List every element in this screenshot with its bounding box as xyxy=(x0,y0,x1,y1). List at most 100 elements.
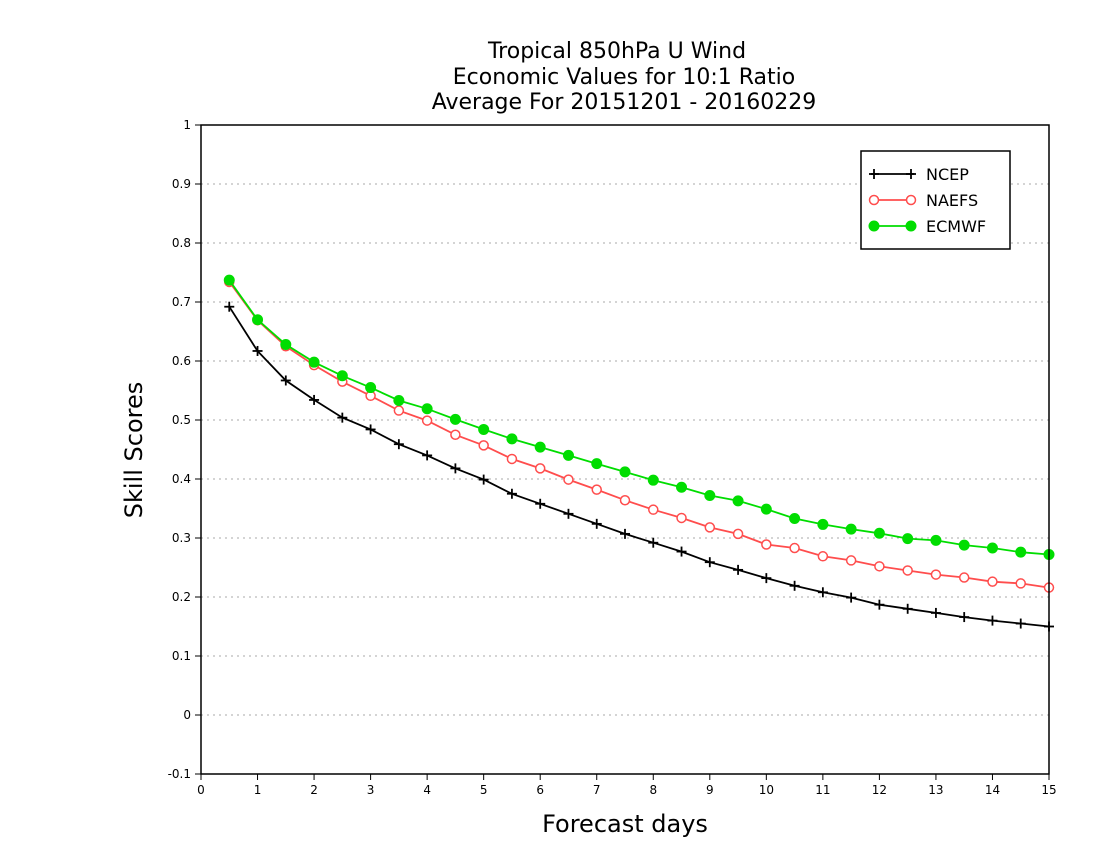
data-point-ecmwf xyxy=(704,490,716,502)
data-point-naefs xyxy=(817,551,829,562)
data-point-ecmwf xyxy=(308,356,320,368)
legend-item-ncep: NCEP xyxy=(869,165,969,184)
legend-marker-naefs xyxy=(905,194,917,206)
data-point-naefs xyxy=(393,405,405,416)
data-point-naefs xyxy=(930,569,942,580)
data-point-ncep xyxy=(648,537,659,548)
data-point-ncep xyxy=(902,603,913,614)
x-tick-label: 9 xyxy=(706,783,714,797)
data-point-ncep xyxy=(620,528,630,539)
series-ecmwf xyxy=(223,274,1055,561)
series-line-ecmwf xyxy=(228,279,1050,556)
data-point-naefs xyxy=(421,415,433,426)
legend: NCEP NAEFS ECMWF xyxy=(860,150,1011,250)
data-point-ecmwf xyxy=(365,382,377,394)
x-tick-label: 8 xyxy=(649,783,657,797)
data-point-ncep xyxy=(450,463,461,474)
title-line-1: Tropical 850hPa U Wind xyxy=(487,39,746,64)
data-point-naefs xyxy=(845,555,857,566)
legend-marker-naefs xyxy=(868,194,880,206)
data-point-naefs xyxy=(648,504,659,515)
data-point-ecmwf xyxy=(449,413,461,425)
data-point-naefs xyxy=(591,484,602,495)
legend-label-ecmwf: ECMWF xyxy=(926,217,986,236)
data-point-ecmwf xyxy=(393,395,405,407)
data-point-naefs xyxy=(1015,578,1026,589)
data-point-ecmwf xyxy=(1015,546,1027,558)
data-point-ecmwf xyxy=(958,539,970,551)
y-tick-label: 0.5 xyxy=(172,413,191,427)
y-tick-label: 0.6 xyxy=(172,354,191,368)
data-point-ncep xyxy=(846,592,857,603)
y-axis-ticks: -0.1 0 0.1 0.2 0.3 0.4 0.5 0.6 0.7 0.8 0.9 1 xyxy=(168,118,201,781)
data-point-naefs xyxy=(902,565,913,576)
x-axis-ticks: 0 1 2 3 4 5 6 7 8 9 10 11 12 13 14 15 xyxy=(197,774,1057,797)
legend-label-naefs: NAEFS xyxy=(926,191,978,210)
x-tick-label: 4 xyxy=(423,783,431,797)
data-point-ncep xyxy=(817,587,828,598)
title-line-3: Average For 20151201 - 20160229 xyxy=(432,90,817,115)
x-tick-label: 13 xyxy=(928,783,943,797)
y-tick-label: 0.1 xyxy=(172,649,191,663)
data-point-ecmwf xyxy=(902,533,914,545)
data-point-naefs xyxy=(676,512,687,524)
x-tick-label: 10 xyxy=(759,783,774,797)
data-point-naefs xyxy=(506,453,518,465)
data-point-ncep xyxy=(337,412,348,423)
legend-item-naefs: NAEFS xyxy=(868,191,978,210)
data-point-ncep xyxy=(761,573,772,584)
legend-label-ncep: NCEP xyxy=(926,165,969,184)
y-tick-label: -0.1 xyxy=(168,767,191,781)
data-point-ncep xyxy=(252,345,263,356)
data-point-ncep xyxy=(224,301,235,312)
data-point-ecmwf xyxy=(591,458,603,470)
data-point-ecmwf xyxy=(789,513,801,525)
data-point-ecmwf xyxy=(619,466,631,478)
data-point-ncep xyxy=(987,615,998,626)
data-point-naefs xyxy=(987,576,998,587)
data-point-ecmwf xyxy=(647,474,659,486)
legend-item-ecmwf: ECMWF xyxy=(868,217,986,236)
legend-marker-ncep xyxy=(906,169,916,179)
y-tick-label: 0.7 xyxy=(172,295,191,309)
data-point-ncep xyxy=(959,612,970,623)
data-point-naefs xyxy=(958,572,970,583)
data-point-ncep xyxy=(422,450,433,461)
series-group xyxy=(223,274,1055,632)
data-point-ecmwf xyxy=(845,523,857,535)
y-tick-label: 0.8 xyxy=(172,236,191,250)
y-tick-label: 0.3 xyxy=(172,531,191,545)
data-point-naefs xyxy=(619,494,631,506)
data-point-ncep xyxy=(280,375,291,386)
chart-title: Tropical 850hPa U Wind Economic Values f… xyxy=(432,39,817,115)
data-point-ecmwf xyxy=(223,274,235,286)
data-point-naefs xyxy=(563,474,574,485)
y-tick-label: 0.9 xyxy=(172,177,191,191)
x-tick-label: 3 xyxy=(367,783,375,797)
data-point-ecmwf xyxy=(534,441,546,453)
data-point-ecmwf xyxy=(506,433,518,445)
plot-frame xyxy=(200,124,1050,775)
data-point-ncep xyxy=(591,518,602,529)
grid-lines xyxy=(201,183,1049,716)
legend-marker-ecmwf xyxy=(905,220,917,232)
data-point-ecmwf xyxy=(252,314,264,326)
x-tick-label: 1 xyxy=(254,783,262,797)
data-point-ncep xyxy=(676,546,687,557)
x-tick-label: 14 xyxy=(985,783,1000,797)
data-point-naefs xyxy=(789,542,800,554)
data-point-naefs xyxy=(450,429,461,440)
x-tick-label: 5 xyxy=(480,783,488,797)
data-point-ncep xyxy=(874,599,885,610)
data-point-ecmwf xyxy=(732,495,744,507)
series-ncep xyxy=(224,301,1054,632)
data-point-naefs xyxy=(534,463,546,474)
data-point-ncep xyxy=(930,607,941,618)
y-tick-label: 0 xyxy=(183,708,191,722)
x-tick-label: 12 xyxy=(872,783,887,797)
title-line-2: Economic Values for 10:1 Ratio xyxy=(453,65,795,90)
x-tick-label: 7 xyxy=(593,783,601,797)
data-point-ecmwf xyxy=(478,423,490,435)
data-point-ncep xyxy=(393,439,404,450)
